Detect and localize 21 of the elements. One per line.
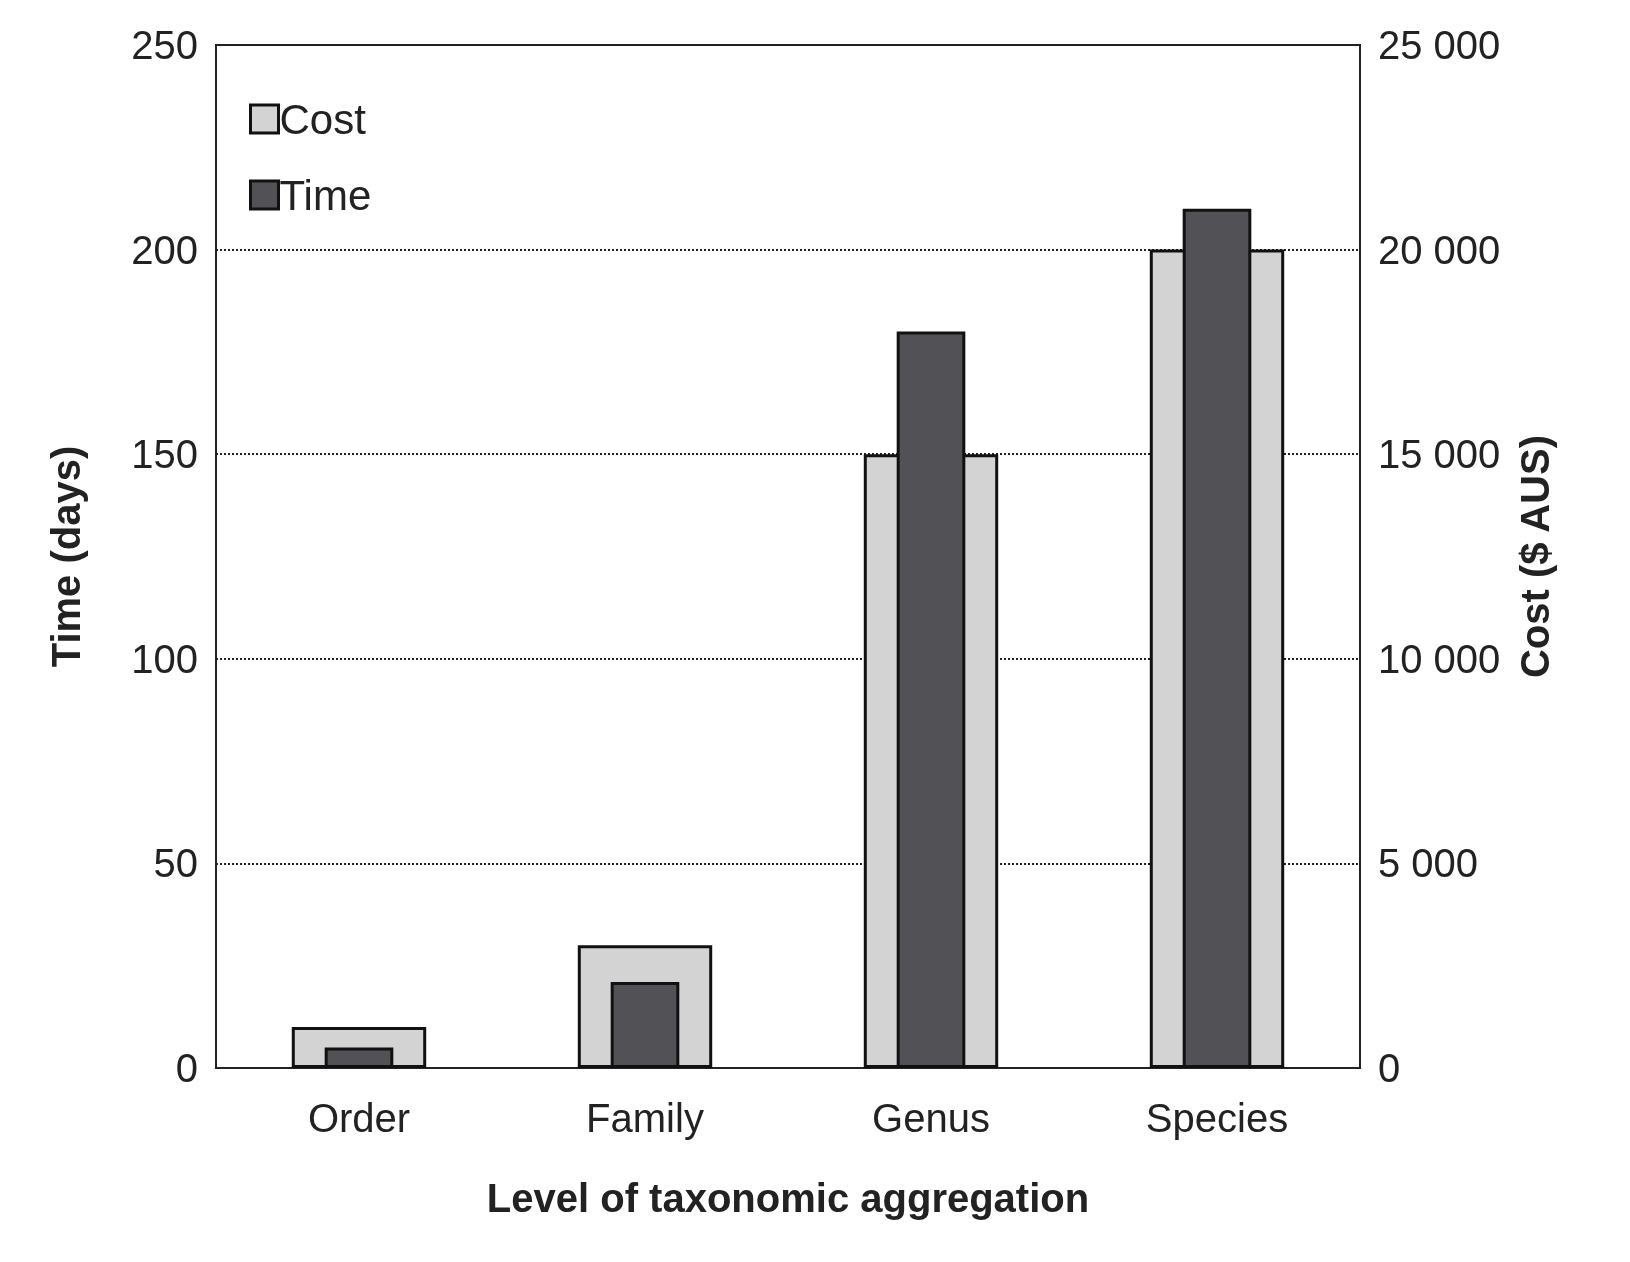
- y2-tick-label: 0: [1378, 1046, 1401, 1090]
- legend-label: Time: [279, 171, 372, 219]
- y2-axis-title: Cost ($ AUS): [1513, 435, 1557, 678]
- y-tick-label: 50: [153, 841, 198, 886]
- x-tick-label: Family: [586, 1096, 704, 1140]
- y-tick-label: 250: [131, 23, 198, 67]
- x-tick-label: Genus: [872, 1096, 990, 1140]
- y2-tick-label: 20 000: [1378, 227, 1501, 272]
- legend-label: Cost: [279, 95, 367, 143]
- y-tick-label: 150: [131, 432, 198, 477]
- x-axis-title: Level of taxonomic aggregation: [486, 1176, 1090, 1220]
- x-tick-label: Order: [307, 1096, 411, 1140]
- y-tick-label: 0: [175, 1046, 198, 1090]
- y2-tick-label: 25 000: [1378, 23, 1501, 67]
- y-tick-label: 200: [131, 227, 198, 272]
- y-axis-title: Time (days): [44, 445, 88, 668]
- y2-tick-label: 5 000: [1378, 841, 1479, 886]
- y2-tick-label: 15 000: [1378, 432, 1501, 477]
- y2-tick-label: 10 000: [1378, 636, 1501, 681]
- y-tick-label: 100: [131, 636, 198, 681]
- x-tick-label: Species: [1145, 1096, 1289, 1140]
